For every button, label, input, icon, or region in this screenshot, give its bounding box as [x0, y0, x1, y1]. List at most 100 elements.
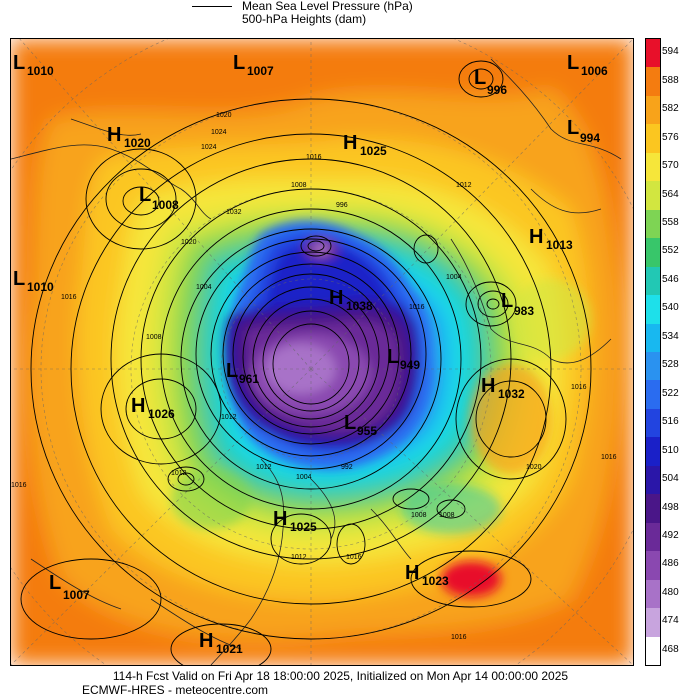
high-pressure-system[interactable]: H 1013: [529, 226, 573, 252]
map-svg: 1020 1024 1032 1016 1008 1012 1016 996 1…: [11, 39, 633, 665]
low-pressure-system[interactable]: L 994: [567, 117, 600, 145]
colorbar-segment: [646, 323, 660, 353]
svg-text:955: 955: [357, 424, 377, 438]
isobar-label: 992: [341, 464, 353, 471]
isobar-label: 1016: [306, 154, 322, 161]
colorbar-segment: [646, 465, 660, 495]
isobar-label: 1016: [601, 454, 617, 461]
legend: Mean Sea Level Pressure (hPa) 500-hPa He…: [0, 0, 681, 38]
isobar-label: 1004: [196, 284, 212, 291]
isobar-label: 1016: [11, 482, 27, 489]
colorbar-label: 552: [662, 245, 679, 257]
high-pressure-system[interactable]: H 1025: [273, 508, 317, 534]
colorbar-segment: [646, 636, 660, 666]
isobar-label: 1020: [526, 464, 542, 471]
svg-text:L: L: [226, 360, 238, 382]
svg-text:1010: 1010: [27, 280, 54, 294]
colorbar-segment: [646, 95, 660, 125]
high-pressure-system[interactable]: H 1025: [343, 132, 387, 158]
colorbar-label: 540: [662, 302, 679, 314]
colorbar-segment: [646, 152, 660, 182]
svg-text:1008: 1008: [152, 198, 179, 212]
svg-text:H: H: [131, 395, 145, 417]
colorbar-segment: [646, 181, 660, 211]
svg-text:L: L: [49, 572, 61, 594]
colorbar-segment: [646, 494, 660, 524]
isobar-label: 1024: [211, 129, 227, 136]
svg-text:L: L: [501, 290, 513, 312]
colorbar-label: 522: [662, 387, 679, 399]
low-pressure-system[interactable]: L 955: [344, 412, 377, 438]
colorbar-segment: [646, 551, 660, 581]
legend-heights-label: 500-hPa Heights (dam): [242, 12, 367, 26]
low-pressure-system[interactable]: L 949: [387, 346, 420, 372]
colorbar-label: 498: [662, 501, 679, 513]
isobar-label: 1024: [201, 144, 217, 151]
low-pressure-system[interactable]: L 983: [501, 290, 534, 318]
colorbar-label: 546: [662, 273, 679, 285]
colorbar-label: 468: [662, 643, 679, 655]
high-pressure-system[interactable]: H 1023: [405, 562, 449, 588]
svg-text:L: L: [13, 52, 25, 74]
isobar-label: 1016: [346, 554, 362, 561]
svg-text:L: L: [344, 412, 356, 434]
isobar-label: 1016: [61, 294, 77, 301]
colorbar-label: 594: [662, 46, 679, 58]
svg-text:1010: 1010: [27, 64, 54, 78]
colorbar-label: 486: [662, 558, 679, 570]
colorbar-segment: [646, 238, 660, 268]
isobar-label: 1012: [291, 554, 307, 561]
colorbar-segment: [646, 209, 660, 239]
colorbar-segment: [646, 380, 660, 410]
colorbar-segment: [646, 437, 660, 467]
high-pressure-system[interactable]: H 1026: [131, 395, 175, 421]
high-pressure-system[interactable]: H 1021: [199, 630, 243, 656]
legend-mslp-label: Mean Sea Level Pressure (hPa): [242, 0, 413, 13]
colorbar-segment: [646, 39, 660, 68]
low-pressure-system[interactable]: L 1008: [139, 184, 179, 212]
colorbar-label: 516: [662, 416, 679, 428]
colorbar-segment: [646, 295, 660, 325]
low-pressure-system[interactable]: L 1010: [13, 268, 54, 294]
isobar-label: 1012: [256, 464, 272, 471]
colorbar-segment: [646, 266, 660, 296]
svg-text:1026: 1026: [148, 407, 175, 421]
colorbar-segment: [646, 579, 660, 609]
colorbar-segment: [646, 352, 660, 381]
svg-text:H: H: [481, 375, 495, 397]
low-pressure-system[interactable]: L 961: [226, 360, 259, 386]
svg-text:1007: 1007: [63, 588, 90, 602]
svg-text:H: H: [107, 124, 121, 146]
colorbar-label: 474: [662, 615, 679, 627]
colorbar-segment: [646, 522, 660, 552]
isobar-label: 1012: [456, 182, 472, 189]
svg-text:1032: 1032: [498, 387, 525, 401]
high-pressure-system[interactable]: H 1038: [329, 287, 373, 313]
svg-text:L: L: [13, 268, 25, 290]
isobar-label: 1020: [216, 112, 232, 119]
colorbar-label: 570: [662, 160, 679, 172]
low-pressure-system[interactable]: L 1006: [567, 52, 608, 78]
forecast-valid-text: 114-h Fcst Valid on Fri Apr 18 18:00:00 …: [112, 669, 569, 683]
svg-text:L: L: [139, 184, 151, 206]
model-source-text: ECMWF-HRES - meteocentre.com: [82, 683, 269, 697]
weather-map[interactable]: 1020 1024 1032 1016 1008 1012 1016 996 1…: [10, 38, 634, 666]
isobar-label: 1004: [446, 274, 462, 281]
svg-text:H: H: [199, 630, 213, 652]
svg-text:1025: 1025: [360, 144, 387, 158]
colorbar-segment: [646, 408, 660, 438]
svg-text:1007: 1007: [247, 64, 274, 78]
high-pressure-system[interactable]: H 1020: [107, 124, 151, 150]
low-pressure-system[interactable]: L 1010: [13, 52, 54, 78]
svg-text:H: H: [273, 508, 287, 530]
high-pressure-system[interactable]: H 1032: [481, 375, 525, 401]
isobar-label: 1008: [411, 512, 427, 519]
isobars: [20, 60, 592, 665]
svg-text:L: L: [567, 52, 579, 74]
svg-text:H: H: [343, 132, 357, 154]
isobar-label: 996: [336, 202, 348, 209]
